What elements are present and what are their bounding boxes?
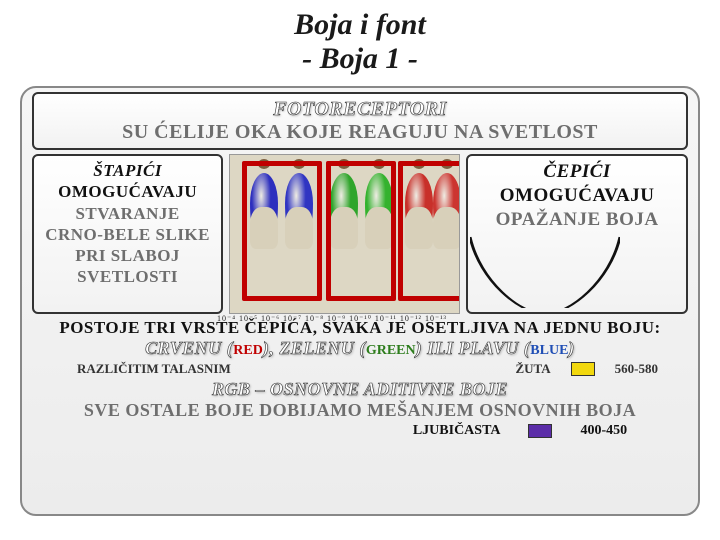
- right-box: ČEPIĆI OMOGUĆAVAJU OPAŽANJE BOJA: [466, 154, 688, 314]
- tri-cepica-block: POSTOJE TRI VRSTE ČEPIĆA, SVAKA JE OSETL…: [32, 318, 688, 359]
- scale-row: 10⁻⁴ 10⁻⁵ 10⁻⁶ 10⁻⁷ 10⁻⁸ 10⁻⁹ 10⁻¹⁰ 10⁻¹…: [217, 314, 447, 323]
- rgb-block: RGB – OSNOVNE ADITIVNE BOJE SVE OSTALE B…: [32, 379, 688, 421]
- left-l4: CRNO-BELE SLIKE: [36, 224, 219, 245]
- bottom-val: 400-450: [580, 423, 627, 439]
- right-l3: OPAŽANJE BOJA: [470, 208, 684, 232]
- junk-left: RAZLIČITIM TALASNIM: [32, 361, 231, 377]
- left-box: ŠTAPIĆI OMOGUĆAVAJU STVARANJE CRNO-BELE …: [32, 154, 223, 314]
- group-frame: [242, 161, 322, 301]
- center-diagram: [229, 154, 460, 314]
- mid-row: ŠTAPIĆI OMOGUĆAVAJU STVARANJE CRNO-BELE …: [32, 154, 688, 314]
- right-l2: OMOGUĆAVAJU: [470, 184, 684, 208]
- right-l1: ČEPIĆI: [470, 160, 684, 184]
- rgb-l1: RGB – OSNOVNE ADITIVNE BOJE: [32, 379, 688, 400]
- color-chip-violet: [528, 424, 552, 438]
- bottom-label: LJUBIČASTA: [413, 423, 501, 439]
- main-frame: FOTORECEPTORI SU ĆELIJE OKA KOJE REAGUJU…: [20, 86, 700, 516]
- title-sub: - Boja 1 -: [0, 42, 720, 76]
- junk-right-val: 560-580: [615, 361, 658, 377]
- bottom-row: LJUBIČASTA 400-450: [32, 423, 688, 439]
- junk-row: RAZLIČITIM TALASNIM ŽUTA 560-580: [32, 361, 688, 377]
- left-l2: OMOGUĆAVAJU: [36, 181, 219, 202]
- tri-colors-line: CRVENU (RED), ZELENU (GREEN) ILI PLAVU (…: [32, 338, 688, 359]
- junk-right-label: ŽUTA: [516, 361, 551, 377]
- left-l6: SVETLOSTI: [36, 266, 219, 287]
- rgb-l2: SVE OSTALE BOJE DOBIJAMO MEŠANJEM OSNOVN…: [32, 400, 688, 421]
- left-l5: PRI SLABOJ: [36, 245, 219, 266]
- left-l1: ŠTAPIĆI: [36, 160, 219, 181]
- group-frame: [326, 161, 396, 301]
- curve-icon: [470, 235, 620, 308]
- header-line2: SU ĆELIJE OKA KOJE REAGUJU NA SVETLOST: [40, 121, 680, 144]
- header-line1: FOTORECEPTORI: [40, 98, 680, 121]
- junk-right: ŽUTA 560-580: [516, 361, 689, 377]
- color-chip-yellow: [571, 362, 595, 376]
- group-frame: [398, 161, 460, 301]
- header-box: FOTORECEPTORI SU ĆELIJE OKA KOJE REAGUJU…: [32, 92, 688, 150]
- slide-title-block: Boja i font - Boja 1 -: [0, 0, 720, 80]
- left-l3: STVARANJE: [36, 203, 219, 224]
- title-main: Boja i font: [0, 8, 720, 42]
